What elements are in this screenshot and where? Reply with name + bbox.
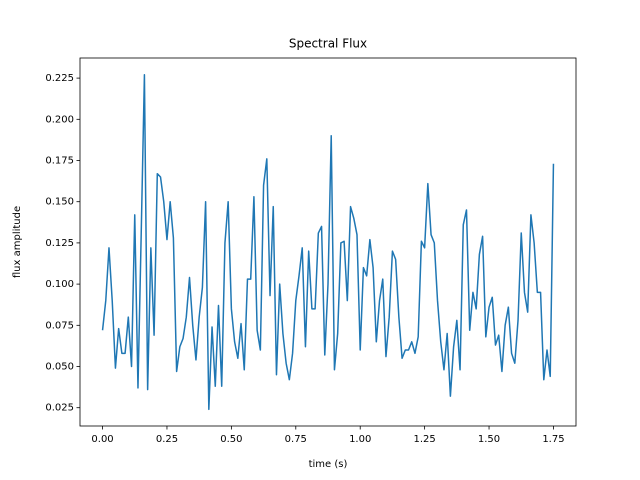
x-tick-label: 1.00 [349, 434, 371, 445]
chart-title: Spectral Flux [289, 37, 367, 51]
y-tick-label: 0.125 [45, 238, 74, 249]
y-tick-label: 0.200 [45, 114, 74, 125]
y-tick-label: 0.150 [45, 197, 74, 208]
x-tick-label: 1.25 [413, 434, 435, 445]
y-tick-label: 0.025 [45, 403, 74, 414]
y-axis-label: flux amplitude [12, 206, 23, 278]
y-tick-label: 0.075 [45, 320, 74, 331]
y-tick-label: 0.050 [45, 362, 74, 373]
y-tick-label: 0.175 [45, 156, 74, 167]
y-tick-label: 0.100 [45, 279, 74, 290]
x-tick-label: 0.75 [285, 434, 307, 445]
line [101, 74, 555, 411]
x-tick-label: 0.25 [156, 434, 178, 445]
x-tick-label: 0.50 [220, 434, 242, 445]
axes-frame [79, 57, 577, 427]
x-tick-label: 1.50 [478, 434, 500, 445]
x-tick-label: 1.75 [542, 434, 564, 445]
x-axis-label: time (s) [309, 459, 348, 470]
y-tick-label: 0.225 [45, 73, 74, 84]
x-tick-label: 0.00 [91, 434, 113, 445]
